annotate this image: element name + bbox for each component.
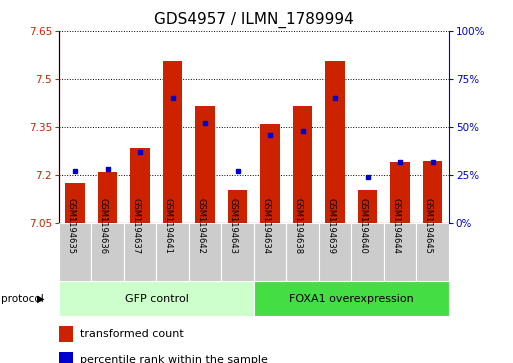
Bar xyxy=(59,223,91,281)
Bar xyxy=(254,281,449,316)
Bar xyxy=(358,189,378,223)
Text: GSM1194645: GSM1194645 xyxy=(424,198,432,254)
Text: GFP control: GFP control xyxy=(125,294,188,303)
Bar xyxy=(325,61,345,223)
Bar xyxy=(222,223,254,281)
Text: GSM1194640: GSM1194640 xyxy=(359,198,368,254)
Text: GSM1194634: GSM1194634 xyxy=(261,198,270,254)
Bar xyxy=(130,148,150,223)
Bar xyxy=(59,281,254,316)
Bar xyxy=(91,223,124,281)
Bar xyxy=(124,223,156,281)
Bar xyxy=(390,162,410,223)
Title: GDS4957 / ILMN_1789994: GDS4957 / ILMN_1789994 xyxy=(154,12,354,28)
Text: GSM1194638: GSM1194638 xyxy=(293,198,303,254)
Bar xyxy=(228,189,247,223)
Text: FOXA1 overexpression: FOXA1 overexpression xyxy=(289,294,414,303)
Text: GSM1194637: GSM1194637 xyxy=(131,198,140,254)
Bar xyxy=(98,172,117,223)
Bar xyxy=(319,223,351,281)
Text: protocol: protocol xyxy=(1,294,44,303)
Text: GSM1194635: GSM1194635 xyxy=(66,198,75,254)
Bar xyxy=(195,106,215,223)
Bar xyxy=(66,183,85,223)
Bar xyxy=(254,223,286,281)
Bar xyxy=(286,223,319,281)
Text: GSM1194642: GSM1194642 xyxy=(196,198,205,254)
Bar xyxy=(163,61,183,223)
Bar xyxy=(423,161,442,223)
Text: ▶: ▶ xyxy=(37,294,45,303)
Bar xyxy=(417,223,449,281)
Text: GSM1194644: GSM1194644 xyxy=(391,198,400,254)
Bar xyxy=(156,223,189,281)
Bar xyxy=(189,223,222,281)
Bar xyxy=(351,223,384,281)
Bar xyxy=(59,326,73,342)
Bar xyxy=(384,223,417,281)
Bar xyxy=(293,106,312,223)
Text: GSM1194636: GSM1194636 xyxy=(98,198,108,254)
Bar xyxy=(59,352,73,363)
Bar xyxy=(261,124,280,223)
Text: GSM1194641: GSM1194641 xyxy=(164,198,173,254)
Text: GSM1194639: GSM1194639 xyxy=(326,198,335,254)
Text: transformed count: transformed count xyxy=(81,329,184,339)
Text: percentile rank within the sample: percentile rank within the sample xyxy=(81,355,268,363)
Text: GSM1194643: GSM1194643 xyxy=(229,198,238,254)
